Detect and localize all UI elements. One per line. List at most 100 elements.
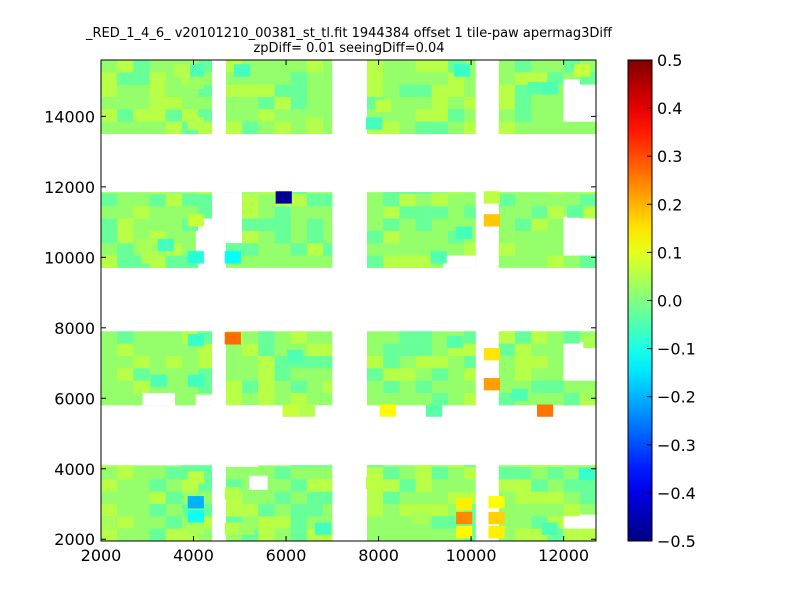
y-tick-label: 12000 xyxy=(44,178,95,197)
heatmap-cell xyxy=(225,504,243,517)
heatmap-cell xyxy=(306,479,324,492)
heatmap-cell xyxy=(274,491,291,504)
heatmap-cell xyxy=(563,393,580,406)
heatmap-cell-highlight xyxy=(224,487,241,500)
heatmap-cell-highlight xyxy=(583,388,596,401)
heatmap-cell xyxy=(547,255,564,268)
heatmap-cell xyxy=(290,192,307,194)
heatmap-cell-highlight xyxy=(187,214,204,227)
heatmap-cell xyxy=(165,121,182,134)
heatmap-cell xyxy=(383,368,400,381)
heatmap-cell xyxy=(323,479,333,492)
heatmap-gap xyxy=(225,192,243,244)
heatmap-cell-highlight xyxy=(425,404,443,417)
heatmap-cell xyxy=(306,218,324,231)
heatmap-cell xyxy=(242,380,259,393)
heatmap-cell xyxy=(531,491,548,504)
heatmap-cell xyxy=(258,109,275,122)
heatmap-cell xyxy=(165,467,182,480)
heatmap-cell xyxy=(242,343,259,356)
heatmap-cell xyxy=(531,380,548,393)
heatmap-cell xyxy=(383,206,400,219)
heatmap-cell-highlight xyxy=(511,388,528,401)
heatmap-gap xyxy=(249,475,268,490)
heatmap-cell xyxy=(464,343,476,356)
chart-title: _RED_1_4_6_ v20101210_00381_st_tl.fit 19… xyxy=(85,26,613,56)
heatmap-cell xyxy=(117,465,134,467)
heatmap-cell xyxy=(367,72,384,85)
heatmap-cell xyxy=(464,356,476,369)
heatmap-cell xyxy=(464,368,476,381)
heatmap-cell xyxy=(531,356,548,369)
heatmap-cell xyxy=(117,331,134,344)
heatmap-cell-highlight xyxy=(375,99,392,112)
heatmap-cell xyxy=(399,343,416,356)
heatmap-cell xyxy=(563,331,580,344)
heatmap-cell xyxy=(198,465,213,467)
colorbar-tick-label: −0.1 xyxy=(657,340,696,359)
heatmap-cell xyxy=(547,192,564,194)
heatmap-cell xyxy=(399,193,416,207)
heatmap-cell xyxy=(415,479,432,492)
heatmap-cell xyxy=(399,255,416,268)
heatmap-cell-highlight xyxy=(187,64,204,77)
heatmap-cell xyxy=(431,97,448,110)
heatmap-cell xyxy=(515,331,532,344)
heatmap-cell-highlight xyxy=(456,511,473,525)
x-tick-label: 10000 xyxy=(446,546,497,565)
heatmap-cell-highlight xyxy=(446,335,463,349)
heatmap-cell xyxy=(367,84,384,97)
heatmap-cell xyxy=(274,206,291,219)
heatmap-cell-highlight xyxy=(574,64,591,77)
colorbar-tick-label: −0.2 xyxy=(657,388,696,407)
heatmap-cell-highlight xyxy=(314,522,332,535)
heatmap-cell xyxy=(149,97,166,110)
heatmap-cell xyxy=(181,193,199,207)
heatmap-cell-highlight xyxy=(224,251,241,264)
heatmap-cell xyxy=(531,72,548,85)
heatmap-cell xyxy=(258,528,275,541)
heatmap-cell xyxy=(415,467,432,480)
title-line-2: zpDiff= 0.01 seeingDiff=0.04 xyxy=(253,41,444,56)
heatmap-cell xyxy=(563,479,580,492)
colorbar-tick-label: 0.1 xyxy=(657,243,682,262)
heatmap-cell-highlight xyxy=(456,526,473,539)
heatmap-cell-highlight xyxy=(488,526,505,539)
heatmap-cell xyxy=(198,193,213,207)
heatmap-cell xyxy=(415,356,432,369)
heatmap-cell xyxy=(547,380,564,393)
heatmap-cell xyxy=(415,121,432,134)
heatmap-cell xyxy=(415,465,432,467)
heatmap-cell xyxy=(274,218,291,231)
heatmap-cell xyxy=(165,255,182,268)
heatmap-cell xyxy=(464,467,476,480)
heatmap-cell-highlight xyxy=(527,82,544,95)
heatmap-cell-highlight xyxy=(187,117,204,130)
heatmap-cell xyxy=(101,84,118,97)
heatmap-cell-highlight xyxy=(483,214,501,227)
heatmap-cell xyxy=(165,109,182,122)
heatmap-cell xyxy=(464,465,476,467)
heatmap-cell xyxy=(133,380,150,393)
axes: 2000 4000 6000 8000 10000 12000 2000 4000 6000 80… xyxy=(44,60,596,565)
heatmap-cell xyxy=(431,121,448,134)
colorbar-tick-label: −0.5 xyxy=(657,532,696,551)
heatmap-cell xyxy=(274,230,291,244)
heatmap-cell xyxy=(399,368,416,381)
heatmap-cell xyxy=(447,192,465,194)
heatmap-cell xyxy=(117,368,134,381)
heatmap-cell xyxy=(579,528,596,541)
heatmap-cell xyxy=(290,84,307,97)
heatmap-cell xyxy=(515,343,532,356)
heatmap-cell xyxy=(258,516,275,529)
y-tick-label: 6000 xyxy=(54,389,95,408)
colorbar-tick-label: −0.4 xyxy=(657,484,696,503)
heatmap-cell xyxy=(399,504,416,517)
heatmap-cell xyxy=(367,230,384,244)
heatmap-cell xyxy=(258,380,275,393)
heatmap-cell xyxy=(323,491,333,504)
heatmap-cell xyxy=(431,60,448,73)
heatmap-cell xyxy=(290,479,307,492)
heatmap-cell xyxy=(498,243,516,256)
heatmap-cell xyxy=(165,491,182,504)
